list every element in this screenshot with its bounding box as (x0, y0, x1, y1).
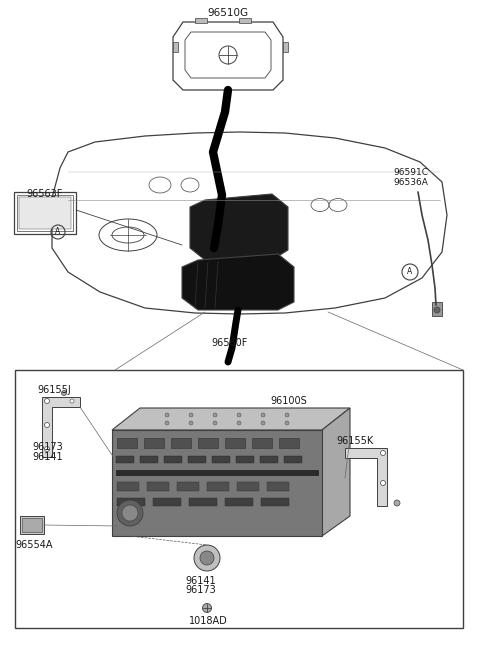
Circle shape (70, 399, 74, 403)
Bar (207, 482, 229, 491)
Circle shape (381, 451, 385, 455)
Text: 96173: 96173 (32, 442, 63, 452)
Circle shape (45, 447, 49, 451)
Bar (116, 470, 318, 475)
Bar (283, 42, 288, 52)
Circle shape (261, 413, 265, 417)
Circle shape (285, 421, 289, 425)
Polygon shape (322, 408, 350, 536)
Polygon shape (112, 408, 350, 430)
Text: 96155J: 96155J (37, 385, 71, 395)
Bar (117, 498, 145, 506)
Bar (147, 482, 169, 491)
Bar (15, 370, 463, 628)
Circle shape (237, 421, 241, 425)
Bar (225, 498, 253, 506)
Bar (195, 18, 207, 23)
Text: 96155K: 96155K (336, 436, 373, 446)
Text: A: A (55, 228, 60, 237)
Circle shape (381, 480, 385, 485)
Bar (173, 42, 178, 52)
Circle shape (237, 413, 241, 417)
Text: 96591C: 96591C (393, 168, 428, 177)
Bar (261, 498, 289, 506)
Circle shape (213, 421, 217, 425)
Bar (20, 516, 44, 534)
Bar (212, 456, 230, 463)
Polygon shape (182, 254, 294, 310)
Bar (267, 482, 289, 491)
Polygon shape (190, 194, 288, 260)
Circle shape (200, 551, 214, 565)
Text: 96536A: 96536A (393, 178, 428, 187)
Circle shape (285, 413, 289, 417)
Bar (284, 456, 302, 463)
Bar (22, 518, 42, 532)
Circle shape (394, 500, 400, 506)
Text: 96563F: 96563F (27, 189, 63, 199)
Bar (164, 456, 182, 463)
Bar (19, 197, 71, 229)
Bar (140, 456, 158, 463)
Text: 96560F: 96560F (212, 338, 248, 348)
Text: 96173: 96173 (185, 585, 216, 595)
Bar (239, 18, 251, 23)
Text: A: A (408, 268, 413, 276)
Bar (252, 438, 272, 448)
Circle shape (165, 413, 169, 417)
Polygon shape (112, 430, 322, 536)
Circle shape (45, 422, 49, 428)
Text: 96141: 96141 (185, 576, 216, 586)
Bar (188, 456, 206, 463)
Polygon shape (345, 448, 387, 506)
Circle shape (194, 545, 220, 571)
Circle shape (122, 505, 138, 521)
Bar (171, 438, 191, 448)
Text: 96100S: 96100S (270, 396, 307, 406)
Circle shape (165, 421, 169, 425)
Bar (17, 195, 73, 231)
Circle shape (261, 421, 265, 425)
Circle shape (189, 421, 193, 425)
Circle shape (45, 398, 49, 403)
Bar (14, 192, 76, 234)
Circle shape (434, 307, 440, 313)
Text: 1018AD: 1018AD (189, 616, 228, 626)
Bar (260, 456, 278, 463)
Text: 96510G: 96510G (207, 8, 249, 18)
Bar (117, 438, 137, 448)
Bar (189, 498, 217, 506)
Bar (236, 456, 254, 463)
Circle shape (117, 500, 143, 526)
Circle shape (203, 604, 212, 613)
Bar (225, 438, 245, 448)
Bar (116, 456, 134, 463)
Bar (117, 482, 139, 491)
Bar (279, 438, 299, 448)
Bar (144, 438, 164, 448)
Circle shape (213, 413, 217, 417)
Polygon shape (42, 397, 80, 457)
Circle shape (61, 390, 67, 396)
Circle shape (189, 413, 193, 417)
Bar (198, 438, 218, 448)
Text: 96141: 96141 (32, 452, 62, 462)
Bar (237, 482, 259, 491)
Text: 96554A: 96554A (15, 540, 52, 550)
Bar (153, 498, 181, 506)
Bar (177, 482, 199, 491)
Bar (432, 302, 442, 316)
